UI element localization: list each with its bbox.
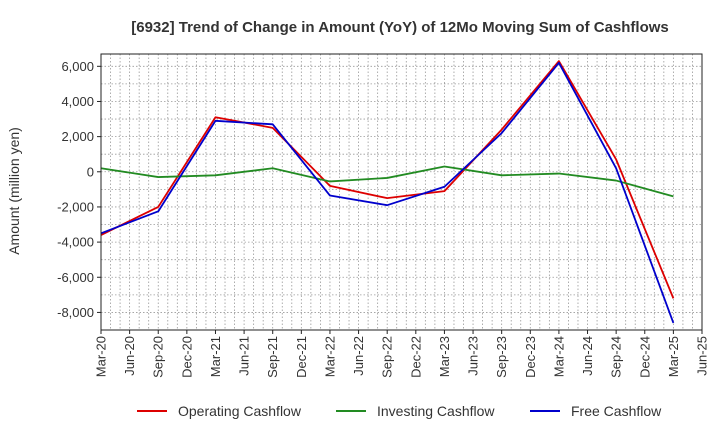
series-lines <box>100 60 675 324</box>
legend-label: Free Cashflow <box>571 403 662 419</box>
x-tick-label: Sep-21 <box>265 336 280 378</box>
x-tick-label: Dec-23 <box>523 336 538 378</box>
y-axis-ticks: 6,000 4,000 2,000 0 -2,000 -4,000 -6,000 -8,000 <box>57 59 101 320</box>
y-axis-label: Amount (million yen) <box>6 127 22 255</box>
x-tick-label: Mar-21 <box>208 336 223 377</box>
x-tick-label: Jun-21 <box>237 336 252 376</box>
series-line-investing-cashflow <box>100 165 674 198</box>
legend-label: Operating Cashflow <box>178 403 302 419</box>
series-line-operating-cashflow <box>100 60 675 299</box>
y-tick-label: 0 <box>87 164 94 179</box>
y-tick-label: 2,000 <box>61 129 94 144</box>
x-tick-label: Mar-20 <box>94 336 109 377</box>
x-tick-label: Dec-22 <box>408 336 423 378</box>
x-tick-label: Sep-20 <box>151 336 166 378</box>
series-line-free-cashflow <box>100 61 675 324</box>
x-tick-label: Dec-20 <box>179 336 194 378</box>
grid <box>100 54 703 331</box>
legend: Operating Cashflow Investing Cashflow Free… <box>137 403 662 419</box>
y-tick-label: 4,000 <box>61 94 94 109</box>
x-axis-ticks: Mar-20 Jun-20 Sep-20 Dec-20 Mar-21 Jun-21 Sep-… <box>94 330 710 378</box>
x-tick-label: Sep-24 <box>609 336 624 378</box>
y-tick-label: -6,000 <box>57 270 94 285</box>
y-tick-label: -8,000 <box>57 305 94 320</box>
x-tick-label: Dec-21 <box>294 336 309 378</box>
x-tick-label: Jun-25 <box>695 336 710 376</box>
y-tick-label: -4,000 <box>57 235 94 250</box>
x-tick-label: Jun-23 <box>466 336 481 376</box>
y-tick-label: -2,000 <box>57 199 94 214</box>
x-tick-label: Sep-23 <box>494 336 509 378</box>
x-tick-label: Mar-24 <box>551 336 566 377</box>
legend-label: Investing Cashflow <box>377 403 495 419</box>
x-tick-label: Jun-20 <box>122 336 137 376</box>
x-tick-label: Mar-23 <box>437 336 452 377</box>
x-tick-label: Mar-22 <box>322 336 337 377</box>
x-tick-label: Jun-24 <box>580 336 595 376</box>
x-tick-label: Sep-22 <box>380 336 395 378</box>
y-tick-label: 6,000 <box>61 59 94 74</box>
x-tick-label: Dec-24 <box>637 336 652 378</box>
x-tick-label: Jun-22 <box>351 336 366 376</box>
chart-title: [6932] Trend of Change in Amount (YoY) o… <box>131 19 669 36</box>
plot-frame <box>100 53 703 331</box>
x-tick-label: Mar-25 <box>666 336 681 377</box>
